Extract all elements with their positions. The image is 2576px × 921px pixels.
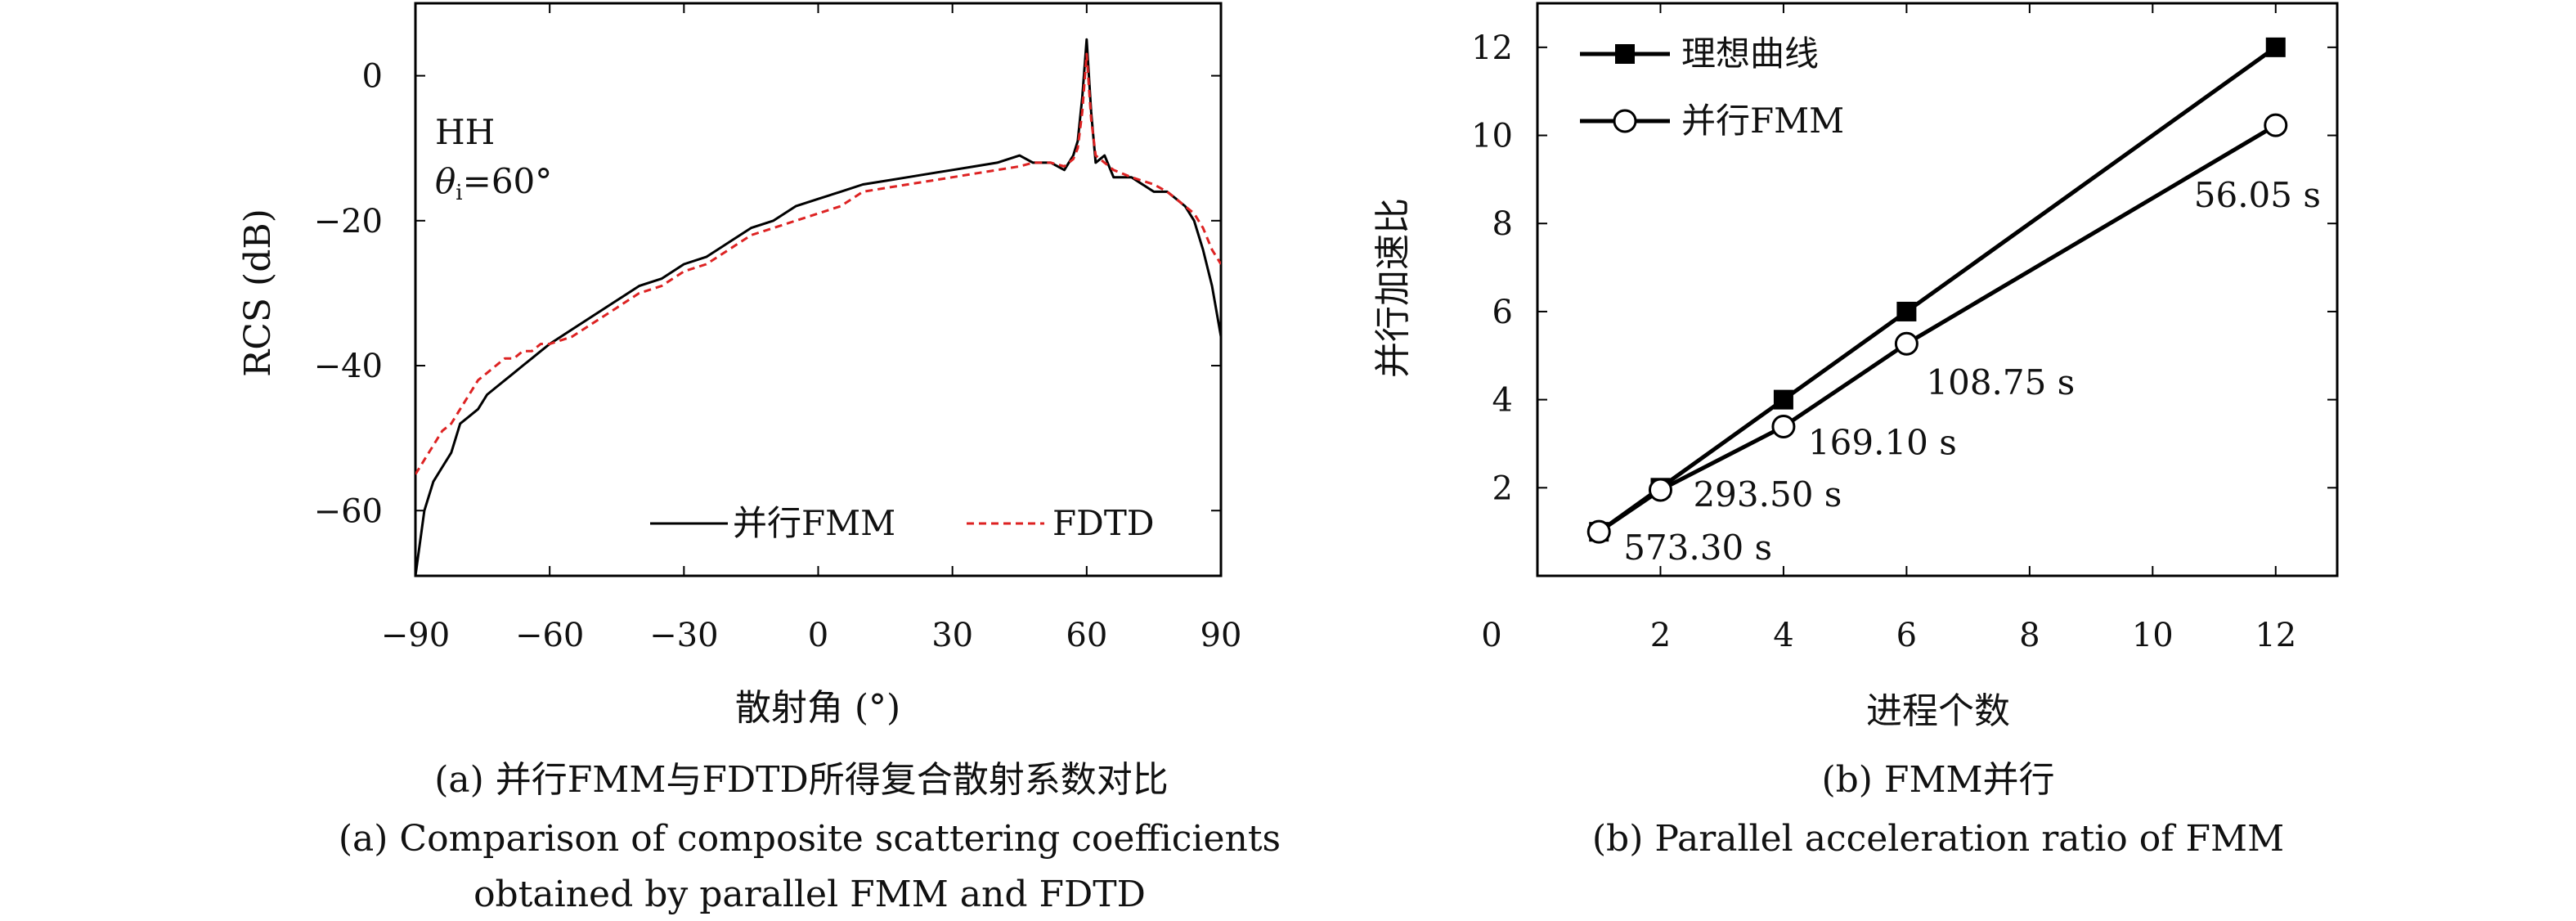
point-label: 56.05 s: [2194, 175, 2321, 215]
x-tick-label-a: 0: [808, 617, 828, 654]
y-tick-label-a: −60: [314, 492, 383, 530]
x-tick-label-b: 2: [1650, 617, 1671, 654]
legend-label-fdtd: FDTD: [1052, 503, 1155, 543]
x-tick-label-a: −90: [381, 617, 450, 654]
x-axis-label-a: 散射角 (°): [735, 687, 900, 729]
series-group-a: [415, 38, 1221, 576]
ticks-b: 0 2 4 6 8 10 12 2 4 6 8 10 12: [1471, 3, 2337, 654]
x-tick-label-b: 12: [2255, 617, 2296, 654]
x-tick-label-a: 30: [931, 617, 973, 654]
legend-label-parallel-fmm: 并行FMM: [1681, 101, 1844, 141]
point-labels-b: 573.30 s 293.50 s 169.10 s 108.75 s 56.05 s: [1623, 175, 2321, 568]
point-label: 108.75 s: [1926, 362, 2075, 402]
point-label: 293.50 s: [1693, 474, 1842, 514]
y-tick-label-b: 8: [1492, 205, 1513, 243]
legend-marker-parallel-fmm: [1613, 109, 1637, 133]
panel-a-rcs-chart: −90 −60 −30 0 30 60 90 0 −20 −40 −60 HH θi=60° 并行F…: [237, 2, 1281, 915]
x-tick-label-a: 60: [1066, 617, 1107, 654]
point-label: 169.10 s: [1808, 422, 1957, 462]
annotation-theta-symbol: θ: [435, 161, 456, 201]
data-point-ideal: [2265, 37, 2286, 57]
data-point-ideal: [1896, 301, 1917, 321]
caption-b-cn: (b) FMM并行: [1821, 759, 2054, 801]
x-axis-label-b: 进程个数: [1866, 690, 2010, 732]
annotation-theta-value: =60°: [463, 161, 553, 201]
x-tick-label-b: 8: [2019, 617, 2040, 654]
legend-label-ideal: 理想曲线: [1681, 34, 1819, 74]
legend-a: 并行FMM FDTD: [650, 503, 1155, 543]
x-tick-label-b: 6: [1896, 617, 1917, 654]
y-tick-label-a: −20: [314, 203, 383, 240]
caption-b-en: (b) Parallel acceleration ratio of FMM: [1592, 818, 2284, 860]
x-tick-label-b: 10: [2132, 617, 2174, 654]
data-point-parallel-fmm: [1894, 331, 1919, 356]
ticks-a: −90 −60 −30 0 30 60 90 0 −20 −40 −60: [314, 3, 1242, 654]
y-axis-label-b: 并行加速比: [1372, 198, 1414, 378]
y-tick-label-a: 0: [362, 58, 383, 96]
caption-a-cn: (a) 并行FMM与FDTD所得复合散射系数对比: [434, 759, 1169, 801]
annotation-theta-subscript: i: [456, 181, 462, 205]
data-point-parallel-fmm: [1771, 414, 1796, 438]
y-axis-label-a: RCS (dB): [237, 209, 279, 377]
panel-b-speedup-chart: 0 2 4 6 8 10 12 2 4 6 8 10 12 573.30 s 293.50 s 169.10…: [1372, 2, 2339, 860]
caption-a-en-line1: (a) Comparison of composite scattering c…: [339, 818, 1281, 860]
caption-a-en-line2: obtained by parallel FMM and FDTD: [473, 874, 1146, 915]
x-tick-label-b: 4: [1773, 617, 1793, 654]
x-tick-label-a: 90: [1200, 617, 1242, 654]
legend-marker-ideal: [1615, 44, 1635, 64]
y-tick-label-b: 2: [1492, 469, 1513, 507]
plot-frame-a: [414, 2, 1223, 577]
x-tick-label-b: 0: [1481, 617, 1501, 654]
legend-b: 理想曲线 并行FMM: [1580, 34, 1844, 141]
series-group-b: [1586, 37, 2288, 544]
series-line-parallel-fmm: [1597, 124, 2278, 534]
data-point-parallel-fmm: [1586, 519, 1611, 544]
x-tick-label-a: −60: [515, 617, 584, 654]
annotation-polarization: HH: [435, 112, 495, 152]
legend-label-fmm: 并行FMM: [733, 503, 895, 543]
annotation-incidence-angle: θi=60°: [435, 161, 552, 205]
series-line-parallel-fmm: [415, 38, 1221, 576]
y-tick-label-b: 6: [1492, 294, 1513, 331]
plot-frame-b: [1536, 2, 2339, 577]
x-tick-label-a: −30: [649, 617, 718, 654]
y-tick-label-a: −40: [314, 348, 383, 385]
point-label: 573.30 s: [1623, 528, 1772, 568]
data-point-ideal: [1773, 389, 1793, 410]
y-tick-label-b: 10: [1471, 118, 1513, 155]
data-point-parallel-fmm: [2264, 113, 2288, 137]
data-point-parallel-fmm: [1648, 478, 1672, 502]
y-tick-label-b: 4: [1492, 382, 1513, 420]
y-tick-label-b: 12: [1471, 29, 1513, 67]
series-line-fdtd: [415, 52, 1221, 475]
